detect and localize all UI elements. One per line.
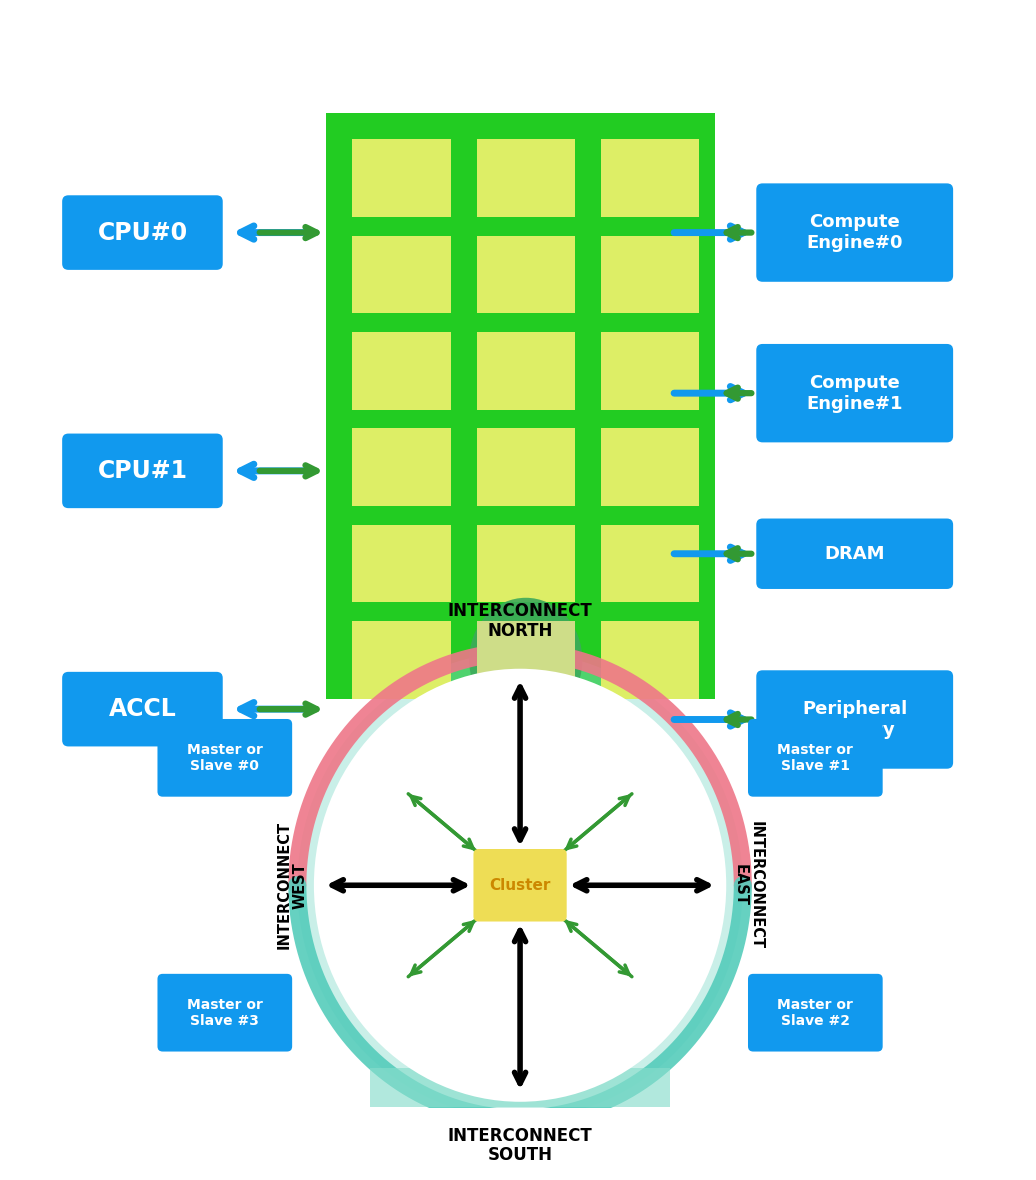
Text: Compute
Engine#1: Compute Engine#1 bbox=[806, 374, 903, 413]
Text: Compute
Engine#0: Compute Engine#0 bbox=[806, 214, 903, 253]
Text: Cluster: Cluster bbox=[489, 878, 551, 893]
Text: INTERCONNECT
EAST: INTERCONNECT EAST bbox=[732, 821, 764, 950]
Bar bbox=[352, 428, 451, 506]
Text: Master or
Slave #2: Master or Slave #2 bbox=[777, 997, 854, 1028]
FancyBboxPatch shape bbox=[748, 719, 883, 797]
Text: CPU#0: CPU#0 bbox=[97, 221, 188, 244]
Bar bbox=[326, 113, 715, 699]
Text: Master or
Slave #0: Master or Slave #0 bbox=[186, 742, 263, 773]
Text: Master or
Slave #1: Master or Slave #1 bbox=[777, 742, 854, 773]
Bar bbox=[601, 621, 699, 699]
Text: INTERCONNECT
WEST: INTERCONNECT WEST bbox=[277, 821, 308, 950]
Bar bbox=[370, 1068, 670, 1107]
FancyBboxPatch shape bbox=[62, 671, 223, 747]
Ellipse shape bbox=[297, 653, 743, 1119]
FancyBboxPatch shape bbox=[62, 433, 223, 509]
Text: CPU#1: CPU#1 bbox=[97, 459, 188, 483]
Bar bbox=[352, 525, 451, 603]
Bar bbox=[477, 525, 575, 603]
Text: Peripheral
Memory: Peripheral Memory bbox=[802, 700, 908, 739]
Bar bbox=[477, 139, 575, 217]
Bar bbox=[352, 236, 451, 314]
FancyBboxPatch shape bbox=[473, 848, 567, 922]
Ellipse shape bbox=[469, 598, 582, 722]
Text: DRAM: DRAM bbox=[825, 545, 885, 563]
FancyBboxPatch shape bbox=[756, 518, 953, 589]
Ellipse shape bbox=[314, 669, 726, 1102]
Bar bbox=[601, 428, 699, 506]
Bar bbox=[601, 525, 699, 603]
Bar bbox=[477, 332, 575, 409]
Bar bbox=[601, 236, 699, 314]
Bar bbox=[477, 236, 575, 314]
Bar bbox=[352, 139, 451, 217]
Text: INTERCONNECT
SOUTH: INTERCONNECT SOUTH bbox=[448, 1127, 593, 1163]
Text: ACCL: ACCL bbox=[109, 697, 176, 721]
FancyBboxPatch shape bbox=[756, 670, 953, 768]
Bar bbox=[477, 428, 575, 506]
Bar bbox=[477, 621, 575, 699]
FancyBboxPatch shape bbox=[157, 974, 292, 1051]
FancyBboxPatch shape bbox=[748, 974, 883, 1051]
FancyBboxPatch shape bbox=[756, 183, 953, 282]
Text: Master or
Slave #3: Master or Slave #3 bbox=[186, 997, 263, 1028]
Bar bbox=[352, 332, 451, 409]
Bar bbox=[601, 332, 699, 409]
FancyBboxPatch shape bbox=[756, 343, 953, 442]
Bar bbox=[601, 139, 699, 217]
FancyBboxPatch shape bbox=[157, 719, 292, 797]
FancyBboxPatch shape bbox=[62, 195, 223, 270]
Text: INTERCONNECT
NORTH: INTERCONNECT NORTH bbox=[448, 602, 593, 640]
Bar bbox=[352, 621, 451, 699]
